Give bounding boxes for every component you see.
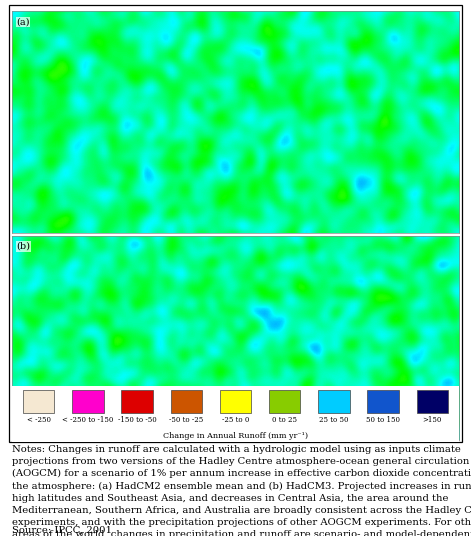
Text: Change in Annual Runoff (mm yr⁻¹): Change in Annual Runoff (mm yr⁻¹)	[163, 432, 308, 440]
Text: (b): (b)	[16, 242, 30, 251]
Text: -50 to -25: -50 to -25	[169, 416, 203, 425]
Text: 0 to 25: 0 to 25	[272, 416, 297, 425]
Bar	[220, 390, 251, 413]
Text: Source: IPCC, 2001: Source: IPCC, 2001	[12, 525, 112, 534]
Bar	[367, 390, 399, 413]
Text: -150 to -50: -150 to -50	[118, 416, 156, 425]
Bar	[23, 390, 54, 413]
Bar	[171, 390, 202, 413]
Text: 25 to 50: 25 to 50	[319, 416, 349, 425]
Text: 50 to 150: 50 to 150	[366, 416, 400, 425]
Bar	[122, 390, 153, 413]
Text: < -250 to -150: < -250 to -150	[62, 416, 114, 425]
Bar	[9, 5, 462, 442]
Text: -25 to 0: -25 to 0	[222, 416, 249, 425]
Text: < -250: < -250	[27, 416, 50, 425]
Bar	[269, 390, 300, 413]
Text: Notes: Changes in runoff are calculated with a hydrologic model using as inputs : Notes: Changes in runoff are calculated …	[12, 445, 471, 536]
Bar	[318, 390, 349, 413]
Bar	[72, 390, 104, 413]
Text: >150: >150	[422, 416, 442, 425]
Text: (a): (a)	[16, 17, 30, 26]
Bar	[417, 390, 448, 413]
